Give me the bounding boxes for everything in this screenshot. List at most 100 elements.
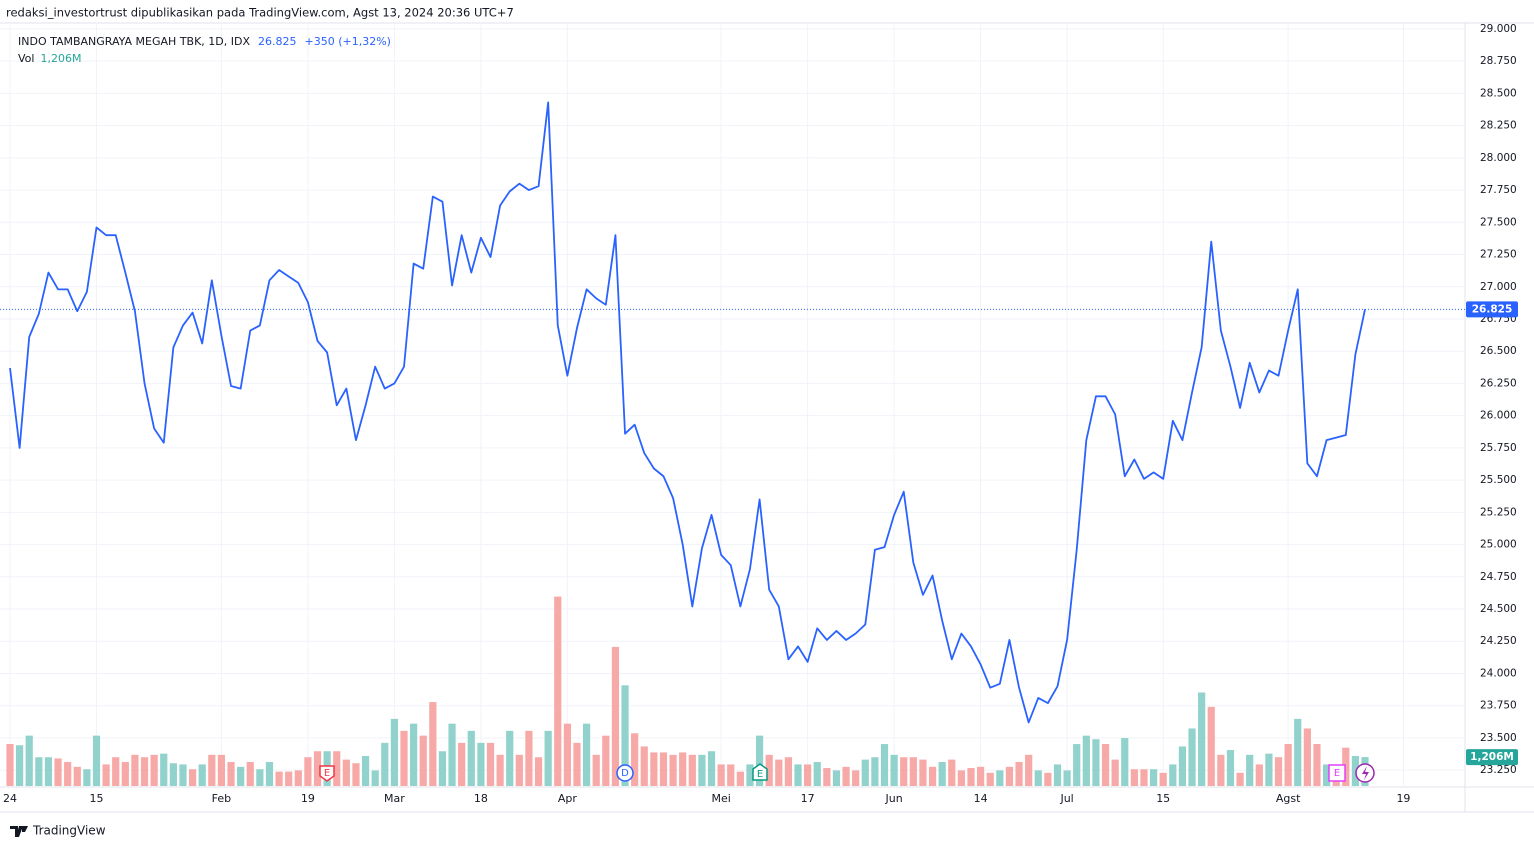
volume-bar [640, 746, 648, 786]
volume-bar [861, 759, 869, 786]
plot [0, 101, 1465, 724]
y-tick-label: 24.750 [1480, 571, 1517, 583]
volume-bar [784, 757, 793, 786]
volume-bar [871, 757, 879, 786]
volume-bar [419, 735, 427, 786]
y-tick-label: 27.000 [1480, 281, 1517, 293]
volume-bar [1159, 772, 1167, 786]
y-tick-label: 28.250 [1480, 120, 1517, 132]
volume-bar [246, 762, 254, 786]
volume-bar [131, 754, 139, 786]
volume-bar [1034, 770, 1042, 786]
volume-bar [948, 759, 956, 786]
volume-bar [150, 754, 158, 786]
grid [0, 23, 1465, 786]
volume-bar [996, 770, 1004, 786]
volume-bar [496, 754, 504, 786]
volume-bar [880, 744, 889, 786]
volume-bar [237, 766, 245, 786]
x-tick-label: 17 [801, 792, 815, 805]
volume-bar [54, 758, 62, 786]
volume-bar [390, 718, 398, 786]
y-tick-label: 26.250 [1480, 377, 1517, 389]
volume-bar [611, 646, 620, 786]
x-tick-label: 18 [474, 792, 488, 805]
volume-bars [6, 596, 1369, 786]
volume-bar [304, 757, 312, 786]
y-tick-label: 28.500 [1480, 87, 1517, 99]
volume-bar [438, 751, 447, 786]
y-tick-label: 25.000 [1480, 539, 1517, 551]
x-tick-label: Agst [1276, 792, 1301, 805]
legend-volume-name: Vol [18, 52, 34, 65]
y-tick-label: 23.500 [1480, 732, 1517, 744]
volume-bar [1005, 766, 1014, 786]
volume-bar [1111, 759, 1119, 786]
volume-bar [659, 752, 668, 786]
price-line [9, 101, 1366, 724]
y-tick-label: 29.000 [1480, 23, 1517, 35]
volume-bar [1015, 762, 1023, 786]
volume-bar [112, 757, 120, 786]
volume-bar [1073, 744, 1081, 786]
volume-bar [534, 757, 543, 786]
y-tick-label: 26.000 [1480, 410, 1517, 422]
volume-bar [1044, 772, 1052, 786]
volume-bar [1265, 753, 1273, 786]
y-tick-label: 26.500 [1480, 345, 1517, 357]
volume-bar [1303, 728, 1311, 786]
volume-bar [294, 770, 302, 786]
volume-bar [285, 771, 293, 786]
volume-bar [361, 756, 370, 786]
volume-bar [16, 745, 24, 786]
volume-bar [544, 730, 552, 786]
volume-bar [1236, 772, 1244, 786]
y-tick-label: 28.750 [1480, 55, 1517, 67]
volume-bar [746, 764, 754, 786]
volume-bar [717, 764, 725, 786]
volume-bar [160, 753, 168, 786]
logo [10, 826, 28, 837]
event-label: E [757, 769, 763, 780]
volume-bar [1188, 728, 1196, 786]
volume-bar [602, 735, 610, 786]
volume-bar [669, 754, 677, 786]
volume-bar [333, 751, 341, 786]
volume-bar [486, 742, 495, 786]
x-tick-label: 14 [974, 792, 988, 805]
y-tick-label: 23.750 [1480, 700, 1517, 712]
volume-bar [775, 759, 783, 786]
x-tick-label: Feb [212, 792, 231, 805]
volume-bar [188, 769, 197, 786]
x-tick-label: Jul [1059, 792, 1073, 805]
volume-bar [986, 772, 994, 786]
volume-bar [679, 752, 687, 786]
volume-bar [1063, 770, 1071, 786]
volume-bar [1255, 764, 1263, 786]
volume-bar [352, 763, 360, 786]
volume-bar [477, 742, 485, 786]
x-tick-label: 15 [89, 792, 103, 805]
volume-bar [1217, 754, 1225, 786]
event-label: E [1334, 768, 1340, 779]
volume-bar [736, 771, 744, 786]
x-tick-label: Mar [384, 792, 405, 805]
volume-bar [265, 762, 274, 786]
volume-bar [852, 770, 860, 786]
volume-bar [1284, 744, 1292, 786]
volume-bar [621, 685, 629, 786]
volume-bar [554, 596, 562, 786]
volume-bar [410, 723, 418, 786]
volume-bar [525, 730, 533, 786]
volume-bar [977, 766, 985, 786]
volume-bar [650, 752, 658, 786]
legend-change: +350 (+1,32%) [305, 35, 391, 48]
volume-bar [1351, 756, 1359, 786]
volume-bar [313, 751, 322, 786]
y-tick-label: 27.500 [1480, 216, 1517, 228]
volume-bar [1178, 746, 1187, 786]
lightning-icon [1362, 766, 1369, 780]
y-tick-label: 28.000 [1480, 152, 1517, 164]
